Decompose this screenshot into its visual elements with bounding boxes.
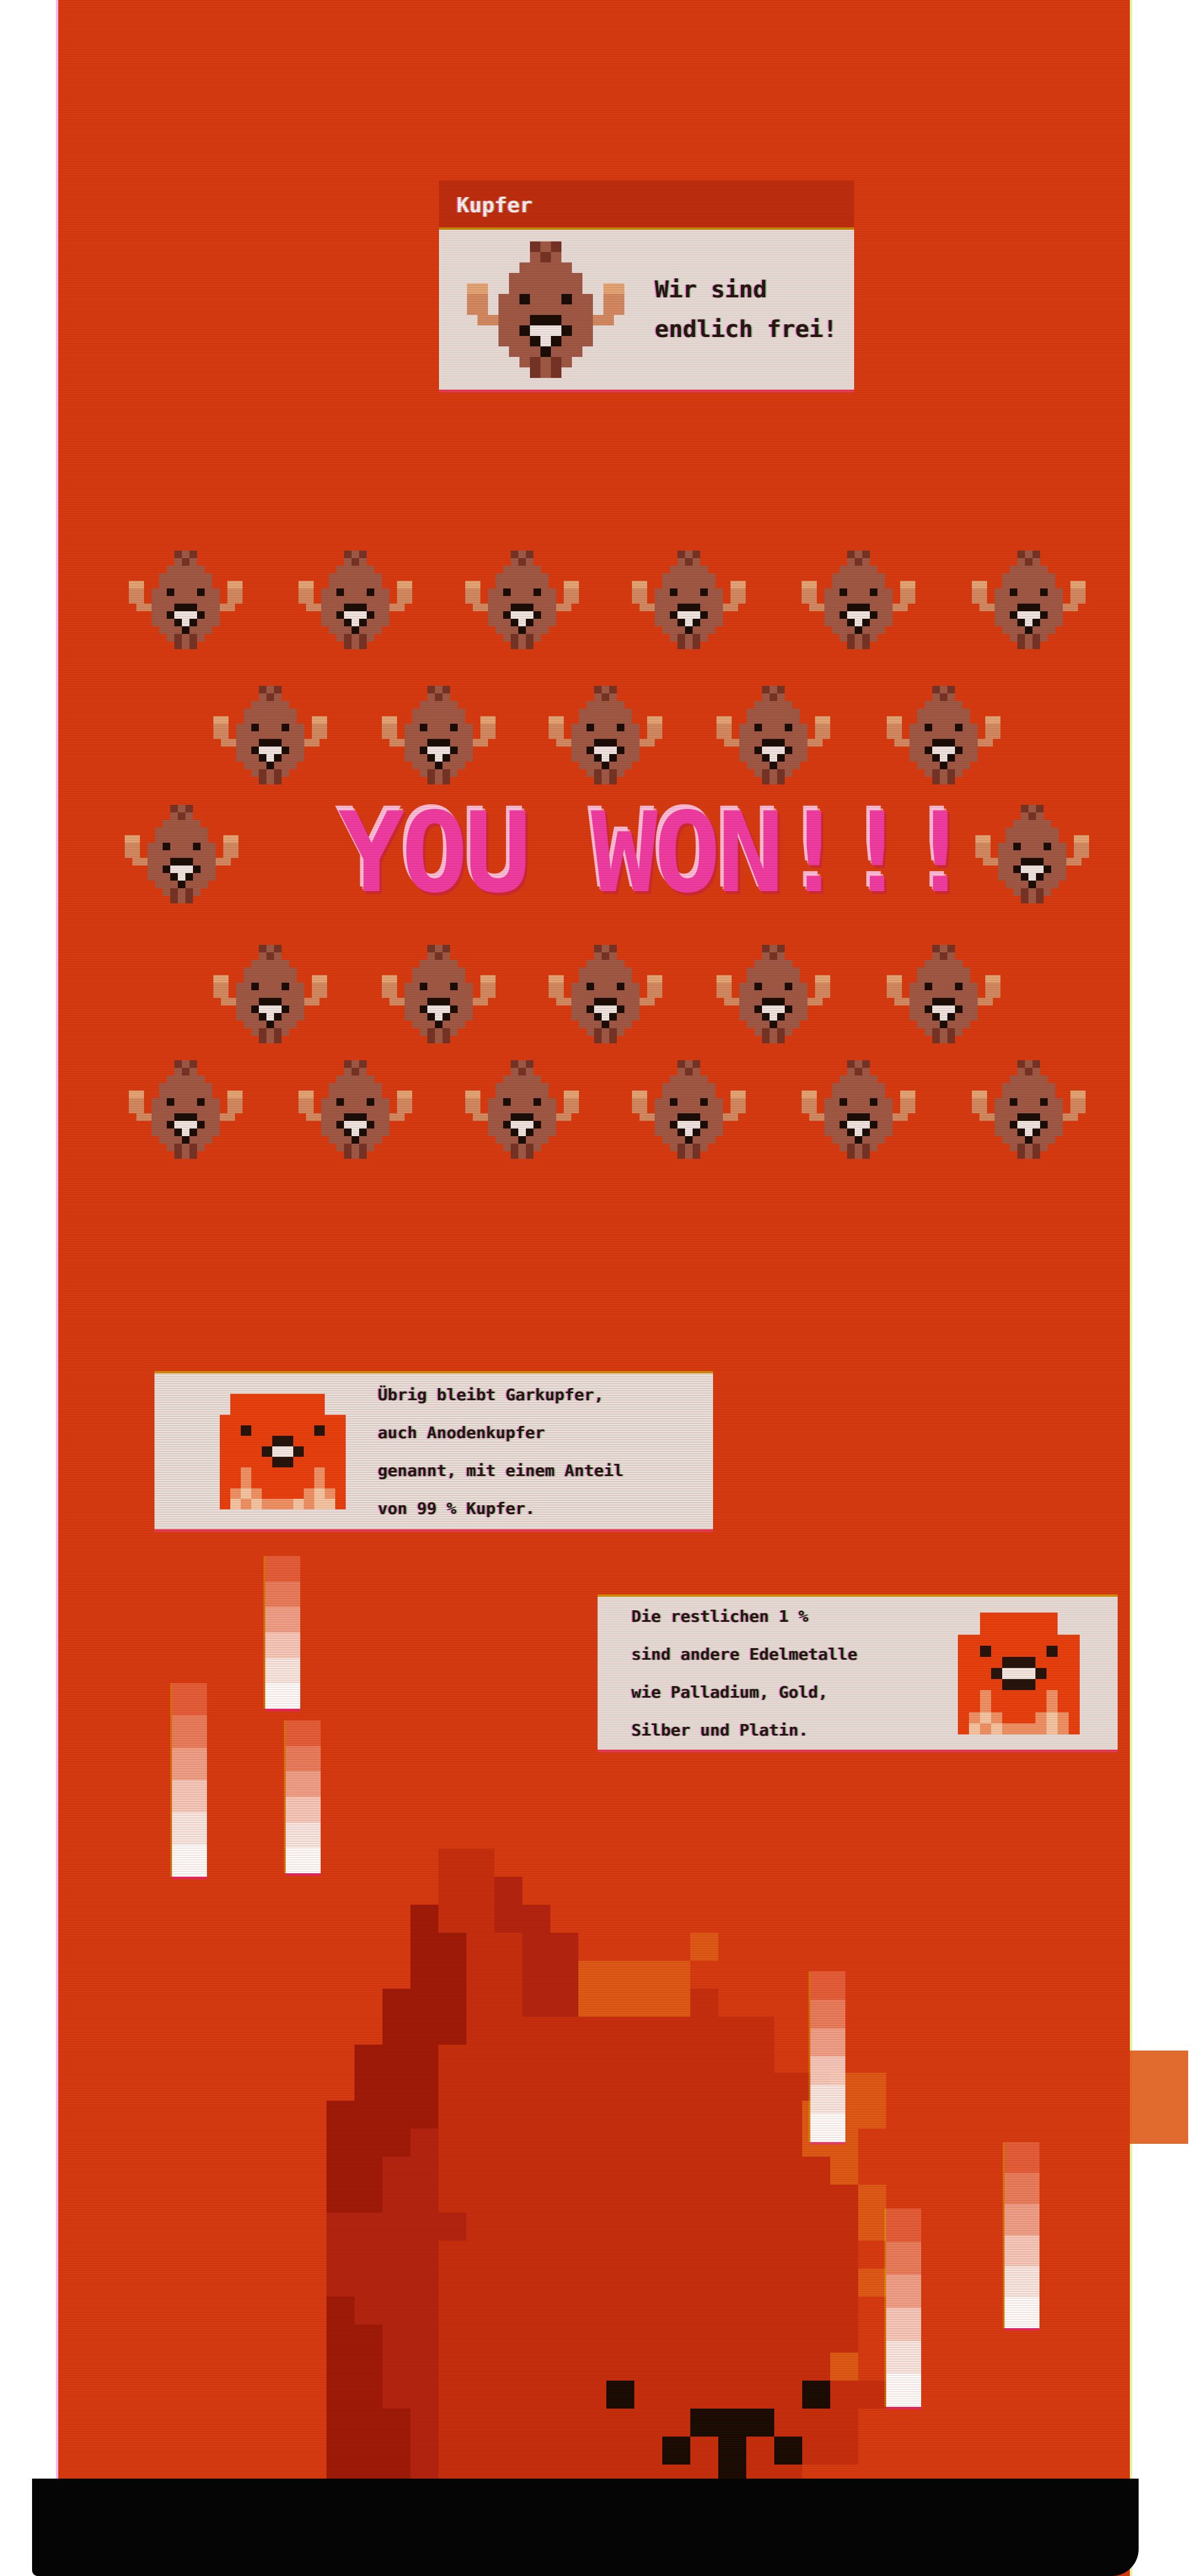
copper-sprite — [465, 1060, 579, 1159]
spark-streak — [265, 1556, 300, 1709]
infobox-line: sind andere Edelmetalle — [631, 1645, 858, 1664]
spark-streak — [810, 1971, 845, 2142]
copper-sprite — [213, 944, 327, 1043]
dialog-title-bar: Kupfer — [439, 181, 854, 230]
infobox-line: von 99 % Kupfer. — [378, 1498, 535, 1518]
flame-ember-block — [1130, 2051, 1188, 2144]
copper-character-icon — [467, 241, 624, 378]
copper-sprite — [298, 1060, 412, 1159]
copper-sprite — [124, 804, 238, 903]
copper-sprite — [971, 550, 1086, 649]
infobox-edelmetalle: Die restlichen 1 % sind andere Edelmetal… — [598, 1597, 1118, 1750]
spark-streak — [286, 1720, 321, 1874]
copper-sprite — [631, 1060, 746, 1159]
copper-sprite — [801, 1060, 915, 1159]
bottom-black-bar — [32, 2479, 1139, 2576]
copper-sprite — [716, 685, 830, 784]
copper-sprite — [548, 944, 662, 1043]
spark-streak — [1005, 2142, 1040, 2329]
copper-sprite — [801, 550, 915, 649]
speech-dialog: Wir sind endlich frei! — [439, 230, 854, 390]
win-banner: YOU WON!!! — [338, 788, 974, 917]
copper-sprite — [886, 685, 1000, 784]
copper-sprite — [381, 685, 496, 784]
copper-sprite — [975, 804, 1089, 903]
infobox-line: Die restlichen 1 % — [631, 1607, 809, 1626]
infobox-line: wie Palladium, Gold, — [631, 1683, 828, 1702]
infobox-line: genannt, mit einem Anteil — [378, 1460, 624, 1480]
dialog-line: Wir sind — [655, 276, 767, 303]
spark-streak — [886, 2209, 921, 2407]
infobox-line: Übrig bleibt Garkupfer, — [378, 1385, 604, 1404]
copper-sprite — [716, 944, 830, 1043]
copper-sprite — [128, 1060, 243, 1159]
copper-sprite — [465, 550, 579, 649]
copper-sprite — [886, 944, 1000, 1043]
game-screen: Kupfer Wir sind endlich frei! YOU WON!!!… — [58, 0, 1188, 2576]
infobox-line: Silber und Platin. — [631, 1720, 809, 1740]
anode-slime-character — [326, 1793, 942, 2495]
spark-streak — [172, 1683, 207, 1877]
copper-sprite — [548, 685, 662, 784]
dialog-line: endlich frei! — [655, 316, 838, 343]
dialog-title: Kupfer — [456, 193, 533, 218]
copper-sprite — [631, 550, 746, 649]
copper-sprite — [213, 685, 327, 784]
infobox-line: auch Anodenkupfer — [378, 1422, 545, 1442]
copper-sprite — [128, 550, 243, 649]
copper-sprite — [971, 1060, 1086, 1159]
anode-copper-character-icon — [958, 1612, 1080, 1734]
anode-copper-character-icon — [220, 1393, 346, 1509]
copper-sprite — [381, 944, 496, 1043]
copper-sprite — [298, 550, 412, 649]
infobox-garkupfer: Übrig bleibt Garkupfer, auch Anodenkupfe… — [154, 1373, 713, 1529]
